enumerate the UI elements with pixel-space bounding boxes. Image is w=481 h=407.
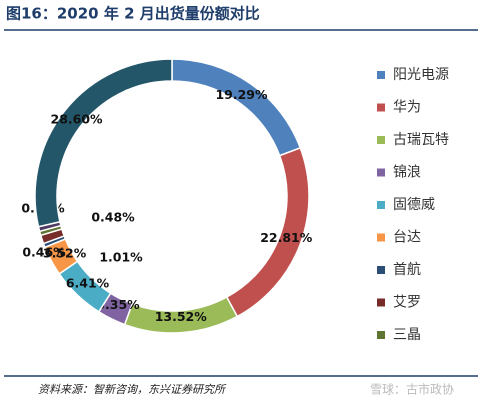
legend-label: 艾罗 — [393, 295, 421, 311]
legend-swatch — [377, 266, 385, 274]
legend-swatch — [377, 136, 385, 144]
donut-slice — [171, 58, 302, 157]
legend-label: 锦浪 — [393, 164, 421, 181]
data-label: 0.48% — [91, 210, 135, 225]
data-label: 13.52% — [155, 309, 208, 324]
data-label: 3.52% — [43, 245, 87, 260]
data-label: 0.46% — [22, 245, 66, 260]
legend-swatch — [377, 331, 385, 339]
legend-label: 阳光电源 — [393, 67, 449, 83]
legend-swatch — [377, 201, 385, 209]
legend-label: 华为 — [393, 100, 421, 116]
legend-swatch — [377, 298, 385, 307]
legend-label: 固德威 — [393, 197, 435, 213]
source-note: 资料来源：智新咨询，东兴证券研究所 — [38, 383, 227, 396]
data-label: 6.41% — [66, 276, 110, 291]
legend-swatch — [377, 71, 385, 79]
legend-label: 三晶 — [393, 327, 421, 343]
legend-swatch — [377, 168, 385, 177]
watermark: 雪球：古市政协 — [370, 382, 454, 397]
legend-swatch — [377, 103, 385, 112]
donut-slice — [34, 58, 173, 228]
legend-label: 台达 — [393, 230, 421, 246]
data-label: 28.60% — [51, 112, 104, 127]
data-label: 19.29% — [215, 87, 268, 102]
legend-label: 首航 — [393, 262, 421, 278]
chart-title: 图16：2020 年 2 月出货量份额对比 — [6, 5, 260, 23]
data-label: 1.01% — [99, 250, 143, 265]
legend-label: 古瑞瓦特 — [393, 132, 449, 148]
data-label: 22.81% — [260, 230, 313, 245]
legend-swatch — [377, 233, 385, 242]
data-label: 3.35% — [96, 297, 140, 312]
